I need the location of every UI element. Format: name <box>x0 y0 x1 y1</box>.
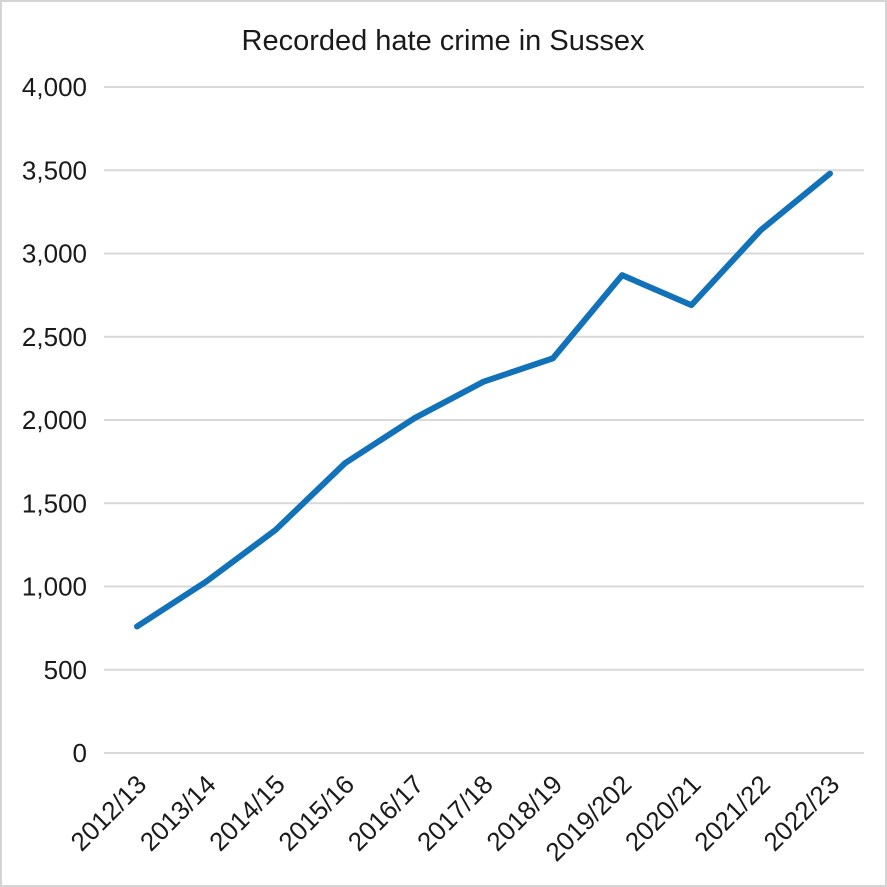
y-axis-tick-label: 1,500 <box>22 488 87 518</box>
y-axis-tick-label: 2,000 <box>22 405 87 435</box>
x-axis-tick-label: 2013/14 <box>134 769 222 857</box>
x-axis-tick-label: 2021/22 <box>688 769 776 857</box>
x-axis-tick-label: 2017/18 <box>411 769 499 857</box>
x-axis-tick-label: 2016/17 <box>342 769 430 857</box>
data-line <box>134 170 833 630</box>
x-axis-tick-label: 2020/21 <box>619 769 707 857</box>
y-axis-tick-label: 3,500 <box>22 155 87 185</box>
chart-title: Recorded hate crime in Sussex <box>242 25 645 57</box>
gridlines-group <box>104 86 864 754</box>
x-axis-tick-label: 2022/23 <box>758 769 846 857</box>
y-axis-tick-label: 500 <box>44 655 87 685</box>
x-axis-tick-label: 2014/15 <box>203 769 291 857</box>
y-axis-tick-label: 3,000 <box>22 239 87 269</box>
y-axis-tick-label: 1,000 <box>22 572 87 602</box>
y-axis-tick-label: 0 <box>73 738 87 768</box>
y-axis-tick-label: 4,000 <box>22 72 87 102</box>
y-axis-labels-group: 0 500 1,000 1,500 2,000 2,500 3,000 3,500 4,000 <box>22 72 87 768</box>
x-axis-tick-label: 2015/16 <box>272 769 360 857</box>
x-axis-tick-label: 2012/13 <box>65 769 153 857</box>
y-axis-tick-label: 2,500 <box>22 322 87 352</box>
x-axis-labels-group: 2012/132013/142014/152015/162016/172017/… <box>65 769 846 867</box>
data-series-group <box>134 170 833 630</box>
